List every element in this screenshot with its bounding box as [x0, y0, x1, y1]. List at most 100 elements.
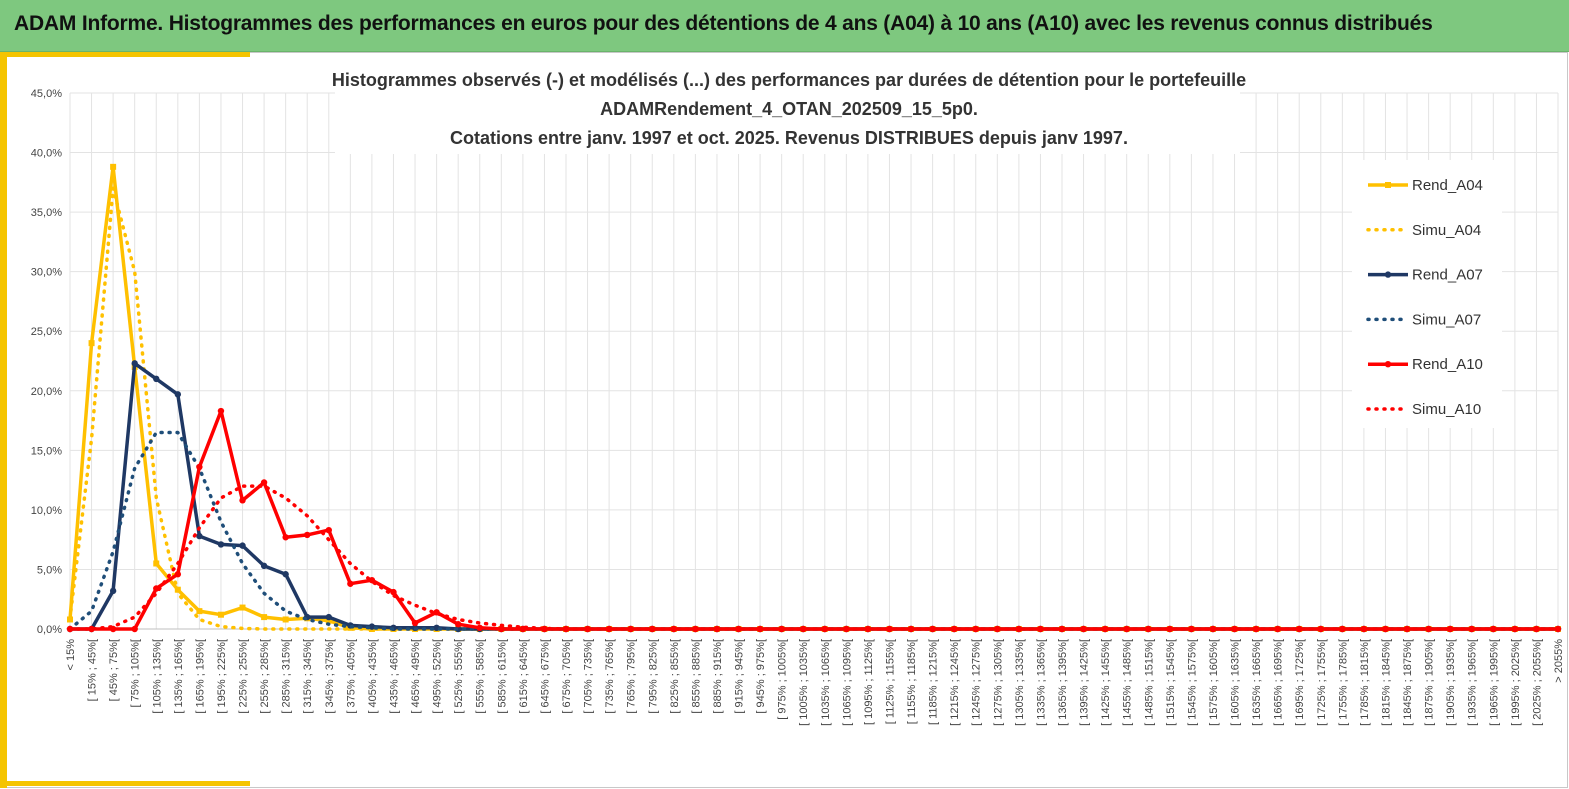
x-tick-label: [ 1965% ; 1995%[: [1488, 639, 1500, 726]
x-tick-label: [ 1815% ; 1845%[: [1380, 639, 1392, 726]
x-tick-label: [ 1455% ; 1485%[: [1122, 639, 1134, 726]
x-tick-label: [ 1305% ; 1335%[: [1014, 639, 1026, 726]
y-tick-label: 10,0%: [31, 505, 62, 517]
data-point: [1166, 625, 1174, 633]
x-tick-label: [ 615% ; 645%[: [518, 639, 530, 714]
series-line-rend-a10: [70, 409, 1558, 631]
x-tick-label: [ 1275% ; 1305%[: [992, 639, 1004, 726]
data-point: [196, 608, 203, 615]
x-tick-label: [ 645% ; 675%[: [539, 639, 551, 714]
data-point: [196, 532, 203, 540]
x-tick-label: [ 75% ; 105%[: [130, 639, 142, 708]
data-point: [153, 375, 160, 383]
x-tick-label: > 2055%: [1553, 639, 1565, 683]
legend-label: Rend_A04: [1412, 177, 1483, 194]
data-point: [282, 616, 289, 623]
data-point: [821, 625, 828, 633]
x-tick-label: [ 405% ; 435%[: [367, 639, 379, 714]
x-tick-label: [ 555% ; 585%[: [475, 639, 487, 714]
y-tick-label: 20,0%: [31, 386, 62, 398]
x-tick-label: < 15%: [65, 639, 77, 671]
chart-grid: [69, 92, 1559, 630]
x-tick-label: [ 1575% ; 1605%[: [1208, 639, 1220, 726]
data-point: [950, 625, 958, 633]
x-tick-label: [ 1065% ; 1095%[: [841, 639, 853, 726]
x-tick-label: [ 825% ; 855%[: [669, 639, 681, 714]
header-banner: ADAM Informe. Histogrammes des performan…: [0, 0, 1569, 52]
x-tick-label: [ 1665% ; 1695%[: [1273, 639, 1285, 726]
x-tick-label: [ 105% ; 135%[: [151, 639, 163, 714]
data-point: [88, 340, 95, 347]
x-tick-label: [ 1545% ; 1575%[: [1186, 639, 1198, 726]
x-tick-label: [ 675% ; 705%[: [561, 639, 573, 714]
x-tick-label: [ 135% ; 165%[: [173, 639, 185, 714]
x-tick-label: [ 1905% ; 1935%[: [1445, 639, 1457, 726]
data-point: [1015, 625, 1023, 633]
x-tick-label: [ 165% ; 195%[: [194, 639, 206, 714]
legend-label: Simu_A04: [1412, 222, 1481, 239]
legend-background: [1352, 160, 1502, 428]
accent-bar-bottom: [0, 781, 250, 786]
x-tick-label: [ 1245% ; 1275%[: [971, 639, 983, 726]
accent-bar-left: [0, 52, 7, 788]
x-tick-label: [ 1365% ; 1395%[: [1057, 639, 1069, 726]
x-tick-label: [ 1635% ; 1665%[: [1251, 639, 1263, 726]
data-point: [411, 619, 419, 627]
x-tick-label: [ 1515% ; 1545%[: [1165, 639, 1177, 726]
x-tick-label: [ 1605% ; 1635%[: [1230, 639, 1242, 726]
y-tick-label: 30,0%: [31, 267, 62, 279]
x-tick-label: [ 375% ; 405%[: [345, 639, 357, 714]
x-tick-label: [ 1005% ; 1035%[: [798, 639, 810, 726]
x-tick-label: [ 1335% ; 1365%[: [1035, 639, 1047, 726]
chart-title-line: ADAMRendement_4_OTAN_202509_15_5p0.: [600, 99, 978, 119]
data-point: [347, 580, 354, 587]
data-point: [174, 571, 182, 578]
series-line-rend-a04: [68, 165, 1558, 631]
data-point: [735, 625, 742, 633]
chart-title: Histogrammes observés (-) et modélisés (…: [332, 66, 1246, 154]
x-tick-label: [ 1425% ; 1455%[: [1100, 639, 1112, 726]
data-point: [239, 497, 246, 504]
x-tick-label: [ 495% ; 525%[: [432, 639, 444, 714]
series-line-rend-a07: [70, 361, 1558, 631]
x-tick-label: [ 225% ; 255%[: [238, 639, 250, 714]
data-point: [476, 624, 483, 632]
legend-marker: [1384, 271, 1392, 278]
data-point: [131, 625, 138, 633]
data-point: [109, 587, 117, 595]
y-tick-label: 0,0%: [37, 624, 62, 636]
x-tick-label: [ 765% ; 795%[: [626, 639, 638, 714]
x-tick-label: [ 945% ; 975%[: [755, 639, 767, 714]
data-point: [217, 611, 224, 618]
x-tick-label: [ 1725% ; 1755%[: [1316, 639, 1328, 726]
y-tick-label: 40,0%: [31, 148, 62, 160]
y-tick-label: 35,0%: [31, 207, 62, 219]
legend-label: Rend_A10: [1412, 356, 1483, 373]
x-tick-label: [ 1695% ; 1725%[: [1294, 639, 1306, 726]
x-tick-label: [ 1485% ; 1515%[: [1143, 639, 1155, 726]
x-tick-label: [ 1185% ; 1215%[: [928, 639, 940, 725]
y-tick-label: 25,0%: [31, 326, 62, 338]
x-tick-label: [ 795% ; 825%[: [647, 639, 659, 714]
accent-bar-top: [0, 52, 250, 57]
data-point: [368, 623, 376, 630]
legend-label: Rend_A07: [1412, 267, 1483, 284]
data-point: [153, 560, 160, 567]
data-point: [217, 541, 225, 548]
data-point: [217, 407, 225, 415]
data-point: [282, 534, 289, 541]
data-point: [886, 625, 893, 633]
x-tick-label: [ 345% ; 375%[: [324, 639, 336, 714]
series-line-simu-a10: [68, 484, 1560, 631]
data-point: [1382, 625, 1389, 633]
x-tick-label: [ 1095% ; 1125%[: [863, 639, 875, 725]
x-tick-label: [ 1995% ; 2025%[: [1510, 639, 1522, 726]
chart-series: [66, 163, 1562, 633]
legend-label: Simu_A07: [1412, 311, 1481, 328]
chart-legend: Rend_A04 Simu_A04 Rend_A07 Simu_A07 Rend_A10…: [1352, 160, 1502, 428]
x-tick-label: [ 1395% ; 1425%[: [1079, 639, 1091, 726]
x-axis: < 15% [ 15% ; 45%[[ 45% ; 75%[[ 75% ; 105…: [65, 639, 1565, 726]
data-point: [196, 463, 203, 471]
chart-title-line: Cotations entre janv. 1997 et oct. 2025.…: [450, 128, 1128, 148]
x-tick-label: [ 45% ; 75%[: [108, 639, 120, 701]
